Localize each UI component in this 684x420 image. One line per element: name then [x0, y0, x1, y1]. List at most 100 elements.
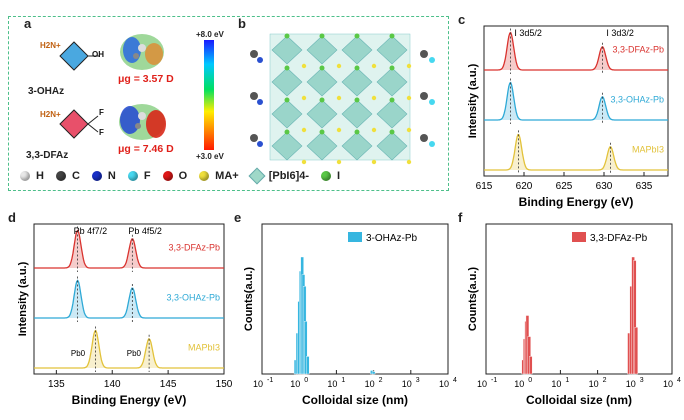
colorbar-bottom-label: +3.0 eV [196, 152, 224, 161]
x-tick-label: 135 [48, 379, 65, 390]
iodide-atom [389, 33, 395, 39]
series-line [34, 229, 224, 269]
molecule-name-ohaz: 3-OHAz [28, 86, 65, 97]
octahedron [341, 131, 373, 161]
x-tick-label: 10 [589, 379, 599, 389]
legend-item-pbi6: [PbI6]4- [248, 167, 309, 185]
y-axis-label: Counts(a.u.) [467, 267, 479, 331]
legend-label: 3-OHAz-Pb [366, 233, 418, 244]
legend-label: 3,3-DFAz-Pb [590, 233, 648, 244]
octahedron [306, 67, 338, 97]
legend-item-f: F [127, 170, 151, 182]
octahedron [271, 99, 303, 129]
legend-swatch [348, 232, 362, 242]
h2n-label-1: H2N+ [40, 41, 61, 50]
dipole-ohaz: μg = 3.57 D [118, 73, 174, 85]
legend-item-h: H [20, 170, 44, 182]
ma-cation [301, 159, 307, 165]
octahedra-grid [271, 33, 412, 165]
series-label: 3,3-OHAz-Pb [166, 293, 220, 303]
panel-d-label: d [8, 210, 16, 225]
annotation-pb0-2: Pb0 [127, 349, 142, 358]
oh-label: OH [92, 50, 104, 59]
y-axis-label: Intensity (a.u.) [17, 261, 29, 336]
panel-ab-frame [8, 16, 449, 191]
octahedron [341, 67, 373, 97]
x-axis-label: Colloidal size (nm) [526, 393, 632, 407]
colorbar [204, 40, 214, 150]
x-axis-label: Colloidal size (nm) [302, 393, 408, 407]
ma-cation [301, 127, 307, 133]
x-tick-exponent: 3 [640, 377, 644, 384]
iodide-atom [389, 129, 395, 135]
x-tick-exponent: 1 [565, 377, 569, 384]
ma-cation [371, 95, 377, 101]
series-fill [484, 134, 668, 170]
octahedron [376, 99, 408, 129]
x-tick-exponent: 0 [304, 377, 308, 384]
h2n-label-2: H2N+ [40, 110, 61, 119]
series-line [34, 279, 224, 319]
y-axis-label: Counts(a.u.) [243, 267, 255, 331]
iodide-atom [354, 129, 360, 135]
legend-item-o: O [162, 170, 187, 182]
atom-legend: H C N F O MA+ [PbI6]4- I [20, 167, 352, 185]
x-tick-label: 615 [476, 181, 493, 192]
x-tick-label: 630 [596, 181, 613, 192]
iodide-atom [354, 65, 360, 71]
molecule-name-dfaz: 3,3-DFAz [26, 150, 69, 161]
octahedron [306, 35, 338, 65]
panel-c-label: c [458, 12, 466, 27]
iodide-atom [354, 97, 360, 103]
chart-d-xps-pb4f: 135 140 145 150 Binding Energy (eV) Intensity… [17, 223, 232, 407]
octahedron [341, 99, 373, 129]
ma-cation [371, 63, 377, 69]
annotation-i3d32: I 3d3/2 [606, 28, 634, 38]
dipole-dfaz: μg = 7.46 D [118, 143, 174, 155]
panel-e-label: e [234, 210, 242, 225]
panel-b-lattice [250, 33, 435, 165]
x-tick-label: 10 [663, 379, 673, 389]
annotation-pb4f52: Pb 4f5/2 [128, 226, 162, 236]
x-tick-label: 635 [636, 181, 653, 192]
x-tick-exponent: 0 [528, 377, 532, 384]
series-line [484, 133, 668, 171]
ma-cation [406, 127, 412, 133]
cation-molecules-right [420, 50, 435, 147]
colorbar-top-label: +8.0 eV [196, 30, 224, 39]
ma-cation [406, 159, 412, 165]
panel-a-molecules [59, 34, 214, 150]
iodide-atom [319, 33, 325, 39]
series-line [484, 31, 668, 71]
x-tick-label: 10 [626, 379, 636, 389]
ma-cation [371, 159, 377, 165]
chart-e-colloid-ohaz: 10 -1 10 0 10 1 10 2 10 3 10 4 Colloidal size (nm) Co… [243, 223, 457, 407]
ma-cation [336, 95, 342, 101]
histogram-bar [304, 321, 308, 375]
azetidine-df-structure [59, 109, 99, 139]
y-axis-label: Intensity (a.u.) [467, 63, 479, 138]
azetidine-oh-structure [59, 41, 100, 71]
series-line [34, 329, 224, 369]
x-tick-label: 625 [556, 181, 573, 192]
esp-map-oh [120, 34, 164, 70]
x-tick-exponent: 1 [341, 377, 345, 384]
series-line [484, 81, 668, 121]
series-fill [34, 230, 224, 268]
plot-frame [33, 223, 225, 375]
octahedron [376, 67, 408, 97]
x-tick-exponent: -1 [267, 377, 273, 384]
legend-item-c: C [55, 170, 80, 182]
x-tick-label: 10 [551, 379, 561, 389]
x-tick-label: 620 [516, 181, 533, 192]
series-fill [34, 280, 224, 318]
x-axis-label: Binding Energy (eV) [72, 393, 187, 407]
x-tick-label: 10 [514, 379, 524, 389]
x-tick-label: 10 [253, 379, 263, 389]
x-tick-exponent: 3 [416, 377, 420, 384]
octahedron [271, 35, 303, 65]
plot-frame [485, 223, 673, 375]
x-tick-label: 150 [216, 379, 232, 390]
ma-cation [406, 63, 412, 69]
